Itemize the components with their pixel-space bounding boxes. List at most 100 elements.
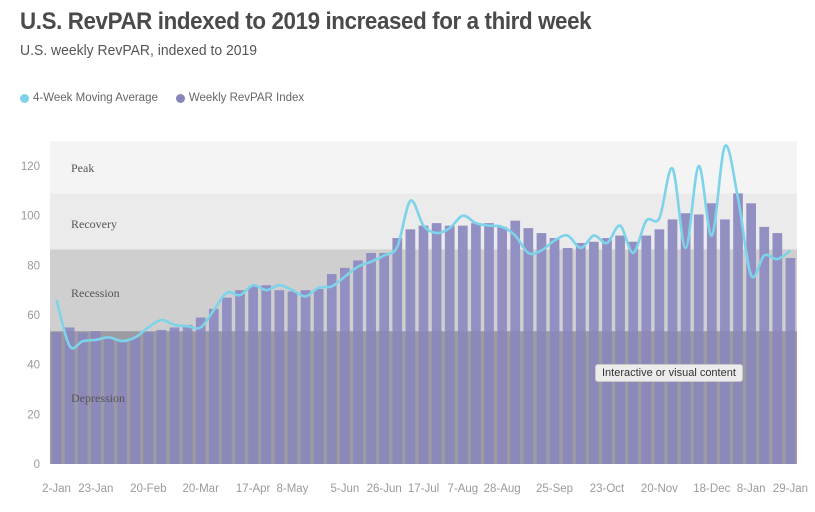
chart-title: U.S. RevPAR indexed to 2019 increased fo… bbox=[20, 8, 592, 35]
bar[interactable] bbox=[772, 233, 783, 464]
band-label: Peak bbox=[71, 161, 94, 175]
bar[interactable] bbox=[182, 324, 193, 464]
bar[interactable] bbox=[575, 243, 586, 464]
bar[interactable] bbox=[91, 331, 101, 464]
legend: 4-Week Moving Average Weekly RevPAR Inde… bbox=[20, 92, 304, 104]
bar[interactable] bbox=[615, 235, 625, 464]
bar[interactable] bbox=[457, 225, 468, 464]
bar[interactable] bbox=[77, 332, 88, 464]
legend-item-moving-average[interactable]: 4-Week Moving Average bbox=[20, 92, 158, 104]
bar[interactable] bbox=[117, 339, 127, 464]
bar[interactable] bbox=[471, 223, 481, 464]
bar[interactable] bbox=[720, 219, 730, 464]
bar[interactable] bbox=[195, 317, 206, 464]
bar[interactable] bbox=[130, 337, 141, 464]
bar[interactable] bbox=[392, 238, 403, 464]
x-tick-label: 28-Aug bbox=[484, 483, 521, 495]
x-axis: 2-Jan 23-Jan 20-Feb 20-Mar 17-Apr 8-May 5-Jun 2… bbox=[42, 483, 808, 495]
bar[interactable] bbox=[261, 285, 272, 464]
bar-layer bbox=[51, 193, 796, 464]
legend-label: 4-Week Moving Average bbox=[33, 92, 158, 104]
legend-item-weekly-index[interactable]: Weekly RevPAR Index bbox=[175, 92, 305, 104]
bar[interactable] bbox=[628, 241, 639, 464]
bar[interactable] bbox=[208, 308, 219, 464]
bar[interactable] bbox=[274, 290, 285, 464]
bar[interactable] bbox=[235, 290, 245, 464]
bar[interactable] bbox=[326, 274, 337, 464]
bar[interactable] bbox=[431, 223, 442, 464]
x-tick-label: 23-Jan bbox=[78, 483, 113, 495]
y-tick-label: 20 bbox=[27, 409, 40, 421]
bar[interactable] bbox=[759, 226, 770, 464]
bar[interactable] bbox=[444, 225, 455, 464]
moving-average-line bbox=[55, 144, 792, 350]
bar[interactable] bbox=[64, 327, 75, 464]
bar[interactable] bbox=[313, 288, 324, 464]
y-axis: 0 20 40 60 80 100 120 bbox=[21, 161, 40, 471]
bar[interactable] bbox=[418, 225, 429, 464]
bar[interactable] bbox=[562, 247, 573, 464]
y-tick-label: 60 bbox=[27, 310, 40, 322]
bar[interactable] bbox=[169, 327, 180, 464]
bar[interactable] bbox=[746, 203, 756, 464]
band-label: Recession bbox=[71, 286, 120, 300]
bar[interactable] bbox=[733, 193, 743, 464]
x-tick-label: 29-Jan bbox=[773, 483, 808, 495]
bar[interactable] bbox=[143, 332, 154, 464]
bar[interactable] bbox=[104, 337, 114, 464]
x-tick-label: 2-Jan bbox=[42, 483, 71, 495]
bar[interactable] bbox=[287, 291, 298, 464]
chart-subtitle: U.S. weekly RevPAR, indexed to 2019 bbox=[20, 42, 258, 59]
bar[interactable] bbox=[379, 252, 390, 464]
bar[interactable] bbox=[300, 290, 311, 464]
bar[interactable] bbox=[484, 223, 494, 464]
bar[interactable] bbox=[366, 252, 376, 464]
y-tick-label: 40 bbox=[27, 360, 40, 372]
line-layer bbox=[55, 144, 792, 350]
depression-overlay-layer bbox=[50, 331, 797, 464]
x-tick-label: 23-Oct bbox=[590, 483, 625, 495]
bar[interactable] bbox=[510, 220, 521, 464]
tooltip: Interactive or visual content bbox=[595, 364, 743, 382]
y-tick-label: 120 bbox=[21, 161, 40, 173]
x-tick-label: 18-Dec bbox=[693, 483, 730, 495]
legend-label: Weekly RevPAR Index bbox=[188, 92, 305, 104]
bar[interactable] bbox=[602, 238, 612, 464]
bar[interactable] bbox=[706, 203, 717, 464]
bar[interactable] bbox=[549, 238, 560, 464]
legend-dot-icon bbox=[20, 93, 29, 103]
band-label-layer: Depression Recession Recovery Peak bbox=[71, 161, 125, 405]
bar[interactable] bbox=[680, 213, 691, 464]
bar[interactable] bbox=[51, 332, 62, 464]
y-tick-label: 0 bbox=[34, 459, 40, 471]
bar[interactable] bbox=[654, 229, 665, 464]
bar[interactable] bbox=[536, 233, 547, 464]
band-label: Recovery bbox=[71, 217, 117, 231]
bar[interactable] bbox=[222, 297, 232, 464]
bar[interactable] bbox=[667, 219, 678, 464]
x-tick-label: 25-Sep bbox=[536, 483, 573, 495]
band-peak bbox=[50, 141, 797, 194]
bar[interactable] bbox=[641, 235, 652, 464]
x-tick-label: 20-Mar bbox=[182, 483, 219, 495]
y-tick-label: 100 bbox=[21, 211, 40, 223]
bar[interactable] bbox=[340, 267, 350, 464]
bar[interactable] bbox=[248, 286, 258, 464]
x-tick-label: 17-Jul bbox=[408, 483, 439, 495]
bar[interactable] bbox=[523, 228, 534, 464]
x-tick-label: 7-Aug bbox=[447, 483, 478, 495]
bar[interactable] bbox=[589, 241, 599, 464]
x-tick-label: 20-Feb bbox=[130, 483, 166, 495]
bar[interactable] bbox=[693, 214, 704, 464]
x-tick-label: 5-Jun bbox=[330, 483, 359, 495]
x-tick-label: 8-Jan bbox=[737, 483, 766, 495]
y-tick-label: 80 bbox=[27, 260, 40, 272]
bar[interactable] bbox=[785, 257, 796, 464]
bar[interactable] bbox=[405, 229, 416, 464]
bar[interactable] bbox=[353, 260, 363, 464]
bar[interactable] bbox=[497, 226, 507, 464]
x-tick-label: 17-Apr bbox=[236, 483, 271, 495]
band-label: Depression bbox=[71, 391, 125, 405]
bar[interactable] bbox=[156, 329, 167, 464]
